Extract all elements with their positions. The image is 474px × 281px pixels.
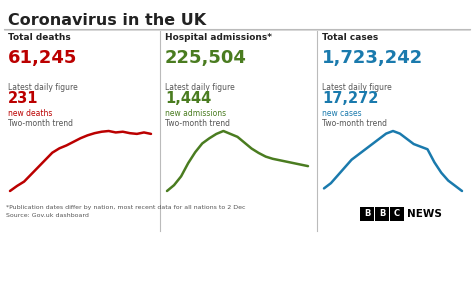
Text: new deaths: new deaths [8, 109, 52, 118]
Bar [375, 207, 389, 221]
Text: 17,272: 17,272 [322, 91, 378, 106]
Text: Hospital admissions*: Hospital admissions* [165, 33, 272, 42]
Text: 1,444: 1,444 [165, 91, 211, 106]
Text: new cases: new cases [322, 109, 362, 118]
Text: new admissions: new admissions [165, 109, 226, 118]
Text: Latest daily figure: Latest daily figure [322, 83, 392, 92]
Text: Source: Gov.uk dashboard: Source: Gov.uk dashboard [6, 213, 89, 218]
Text: Latest daily figure: Latest daily figure [165, 83, 235, 92]
Text: Coronavirus in the UK: Coronavirus in the UK [8, 13, 206, 28]
Text: Two-month trend: Two-month trend [165, 119, 230, 128]
Text: B: B [379, 210, 385, 219]
Text: B: B [364, 210, 370, 219]
Text: Two-month trend: Two-month trend [322, 119, 387, 128]
Text: C: C [394, 210, 400, 219]
Bar [390, 207, 404, 221]
Text: Two-month trend: Two-month trend [8, 119, 73, 128]
Text: 61,245: 61,245 [8, 49, 77, 67]
Text: 225,504: 225,504 [165, 49, 247, 67]
Text: NEWS: NEWS [407, 209, 442, 219]
Text: 231: 231 [8, 91, 38, 106]
Text: 1,723,242: 1,723,242 [322, 49, 423, 67]
Text: Latest daily figure: Latest daily figure [8, 83, 78, 92]
Text: Total cases: Total cases [322, 33, 378, 42]
Text: Total deaths: Total deaths [8, 33, 71, 42]
Bar [360, 207, 374, 221]
Text: *Publication dates differ by nation, most recent data for all nations to 2 Dec: *Publication dates differ by nation, mos… [6, 205, 246, 210]
